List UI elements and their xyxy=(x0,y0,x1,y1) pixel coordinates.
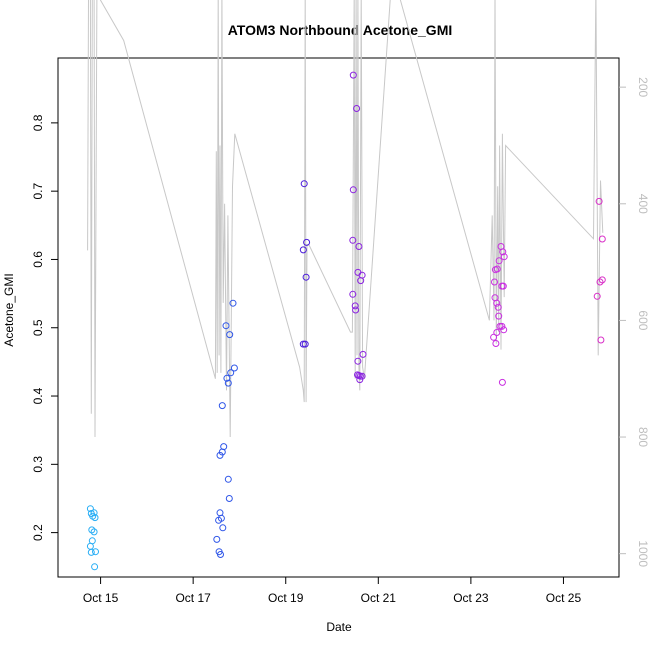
x-axis-label: Date xyxy=(326,620,352,634)
data-points-layer xyxy=(86,71,606,571)
data-point xyxy=(493,329,501,336)
data-point xyxy=(349,71,357,79)
x-tick-label: Oct 23 xyxy=(453,591,489,605)
data-point xyxy=(301,340,309,348)
data-point xyxy=(596,278,604,286)
data-point xyxy=(227,369,235,377)
right-tick-label: 1000 xyxy=(636,540,650,567)
data-point xyxy=(498,378,506,386)
data-point xyxy=(224,379,232,387)
data-point xyxy=(357,277,365,285)
data-point xyxy=(349,290,357,298)
data-point xyxy=(224,475,232,483)
y-tick-label: 0.3 xyxy=(31,456,45,473)
data-point xyxy=(595,197,603,205)
altitude-line xyxy=(87,0,604,438)
data-point xyxy=(218,402,226,410)
right-tick-label: 400 xyxy=(636,194,650,214)
x-tick-label: Oct 19 xyxy=(268,591,304,605)
data-point xyxy=(355,243,363,250)
data-point xyxy=(500,326,508,334)
data-point xyxy=(90,509,98,517)
data-point xyxy=(499,248,507,256)
data-point xyxy=(229,299,237,307)
data-point xyxy=(598,276,606,284)
data-point xyxy=(495,312,503,320)
data-point xyxy=(91,563,99,571)
data-point xyxy=(217,551,224,558)
data-point xyxy=(351,302,359,310)
data-point xyxy=(92,548,99,556)
data-point xyxy=(492,340,500,347)
x-tick-label: Oct 15 xyxy=(83,591,119,605)
data-point xyxy=(593,292,601,300)
data-point xyxy=(353,105,361,112)
data-point xyxy=(223,374,231,382)
x-tick-label: Oct 17 xyxy=(175,591,211,605)
y-tick-label: 0.5 xyxy=(31,319,45,336)
data-point xyxy=(226,331,234,339)
x-axis: Oct 15 Oct 17 Oct 19 Oct 21 Oct 23 Oct 25 xyxy=(83,577,582,605)
data-point xyxy=(86,505,94,513)
data-point xyxy=(493,265,501,273)
data-point xyxy=(493,299,501,307)
y-axis: 0.2 0.3 0.4 0.5 0.6 0.7 0.8 xyxy=(31,114,58,541)
x-tick-label: Oct 21 xyxy=(361,591,397,605)
data-point xyxy=(495,257,503,265)
data-point xyxy=(349,236,357,244)
data-point xyxy=(349,186,357,194)
data-point xyxy=(598,235,606,243)
data-point xyxy=(352,306,360,314)
data-point xyxy=(299,340,307,348)
right-axis: 200 400 600 800 1000 xyxy=(619,77,650,567)
data-point xyxy=(88,526,96,534)
x-tick-label: Oct 25 xyxy=(546,591,582,605)
data-point xyxy=(217,514,225,522)
data-point xyxy=(87,548,95,556)
y-axis-label: Acetone_GMI xyxy=(2,273,16,346)
data-point xyxy=(219,524,227,532)
right-tick-label: 600 xyxy=(636,310,650,330)
data-point xyxy=(90,528,98,536)
data-point xyxy=(499,282,507,290)
data-point xyxy=(359,350,367,358)
data-point xyxy=(302,273,310,281)
y-tick-label: 0.6 xyxy=(31,251,45,268)
data-point xyxy=(230,364,238,372)
data-point xyxy=(225,495,233,502)
data-point xyxy=(597,336,605,344)
data-point xyxy=(303,238,311,246)
right-tick-label: 200 xyxy=(636,77,650,97)
y-tick-label: 0.2 xyxy=(31,524,45,541)
data-point xyxy=(222,322,230,330)
data-point xyxy=(299,246,307,254)
data-point xyxy=(220,443,228,451)
altitude-line-layer xyxy=(87,0,604,438)
chart-title: ATOM3 Northbound Acetone_GMI xyxy=(228,22,453,38)
plot-frame xyxy=(57,57,620,578)
data-point xyxy=(356,376,364,384)
y-tick-label: 0.7 xyxy=(31,183,45,200)
data-point xyxy=(91,514,99,522)
data-point xyxy=(490,333,498,341)
data-point xyxy=(494,303,502,311)
data-point xyxy=(354,357,362,365)
data-point xyxy=(300,180,308,188)
y-tick-label: 0.4 xyxy=(31,387,45,404)
data-point xyxy=(491,278,498,286)
y-tick-label: 0.8 xyxy=(31,114,45,131)
data-point xyxy=(86,542,94,550)
data-point xyxy=(213,535,221,543)
data-point xyxy=(500,253,508,261)
right-tick-label: 800 xyxy=(636,427,650,447)
data-point xyxy=(498,322,506,330)
